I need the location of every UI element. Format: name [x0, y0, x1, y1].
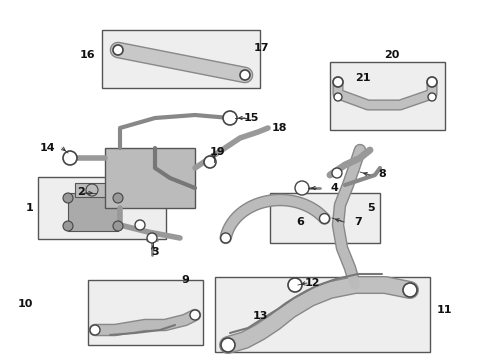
Circle shape: [63, 221, 73, 231]
Circle shape: [190, 310, 200, 320]
Circle shape: [428, 93, 436, 101]
Text: 5: 5: [367, 203, 375, 213]
Circle shape: [113, 193, 123, 203]
Circle shape: [63, 193, 73, 203]
Circle shape: [204, 156, 216, 168]
Circle shape: [332, 168, 342, 178]
Circle shape: [427, 77, 437, 87]
Text: 9: 9: [181, 275, 189, 285]
Bar: [270, 193, 380, 243]
Text: 15: 15: [244, 113, 259, 123]
Bar: [330, 62, 445, 130]
Text: 6: 6: [296, 217, 304, 227]
Text: 2: 2: [77, 187, 85, 197]
Bar: [102, 30, 260, 88]
Text: 13: 13: [253, 311, 269, 321]
Text: 21: 21: [355, 73, 370, 83]
Circle shape: [319, 213, 329, 224]
Circle shape: [63, 151, 77, 165]
Circle shape: [90, 325, 100, 335]
Circle shape: [334, 93, 342, 101]
Bar: [88, 280, 203, 345]
Circle shape: [147, 233, 157, 243]
Bar: [38, 177, 166, 239]
Text: 14: 14: [39, 143, 55, 153]
Circle shape: [220, 233, 231, 243]
Bar: [68, 193, 118, 231]
Text: 11: 11: [437, 305, 452, 315]
Circle shape: [221, 338, 235, 352]
Text: 18: 18: [272, 123, 288, 133]
Circle shape: [86, 184, 98, 196]
Circle shape: [135, 220, 145, 230]
Text: 8: 8: [378, 169, 386, 179]
Text: 7: 7: [354, 217, 362, 227]
Text: 16: 16: [79, 50, 95, 60]
Bar: [215, 277, 430, 352]
Text: 4: 4: [330, 183, 338, 193]
Circle shape: [223, 111, 237, 125]
Circle shape: [288, 278, 302, 292]
Circle shape: [295, 181, 309, 195]
Circle shape: [240, 70, 250, 80]
Text: 3: 3: [151, 247, 159, 257]
Text: 19: 19: [210, 147, 225, 157]
Text: 20: 20: [384, 50, 399, 60]
Circle shape: [113, 221, 123, 231]
Text: 17: 17: [254, 43, 270, 53]
Circle shape: [333, 77, 343, 87]
Bar: [105, 148, 195, 208]
Circle shape: [403, 283, 417, 297]
Circle shape: [113, 45, 123, 55]
Text: 1: 1: [25, 203, 33, 213]
Text: 12: 12: [305, 278, 320, 288]
Bar: [75, 183, 110, 197]
Text: 10: 10: [18, 299, 33, 309]
